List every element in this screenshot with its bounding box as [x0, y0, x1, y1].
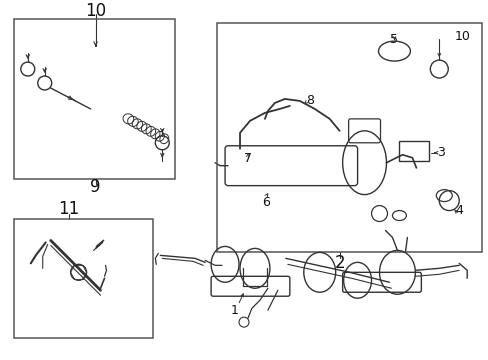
- Text: 10: 10: [85, 2, 106, 20]
- Bar: [14, 219, 153, 338]
- Text: 10: 10: [453, 30, 469, 43]
- Text: 4: 4: [454, 204, 462, 217]
- Text: 3: 3: [436, 146, 444, 159]
- Bar: [14, 19, 175, 179]
- Text: 6: 6: [262, 196, 269, 209]
- Text: 9: 9: [90, 177, 101, 195]
- Text: 5: 5: [389, 33, 398, 46]
- Text: 7: 7: [244, 152, 251, 165]
- Bar: [399, 141, 428, 161]
- Text: 11: 11: [58, 199, 79, 217]
- Bar: [217, 23, 481, 252]
- Text: 1: 1: [231, 304, 239, 317]
- Text: 8: 8: [305, 94, 313, 107]
- Text: 2: 2: [334, 255, 344, 273]
